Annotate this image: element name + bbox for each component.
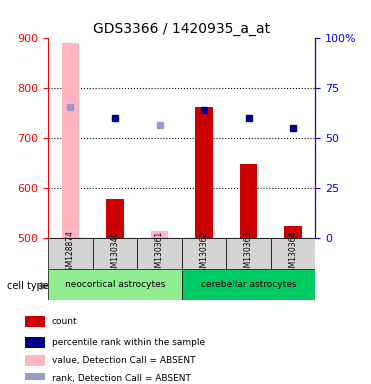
Bar (62, 43, 79, 238)
Bar (151, 231, 168, 238)
Text: GSM130364: GSM130364 (289, 230, 298, 276)
Text: GSM130340: GSM130340 (111, 230, 119, 276)
Bar (106, 199, 124, 238)
Bar (284, 226, 302, 238)
Bar (240, 164, 257, 238)
Text: GSM128874: GSM128874 (66, 230, 75, 276)
Text: cerebellar astrocytes: cerebellar astrocytes (201, 280, 296, 289)
Text: GSM130363: GSM130363 (244, 230, 253, 276)
FancyBboxPatch shape (271, 238, 315, 269)
Text: GSM130361: GSM130361 (155, 230, 164, 276)
Text: value, Detection Call = ABSENT: value, Detection Call = ABSENT (52, 356, 196, 365)
FancyBboxPatch shape (93, 238, 137, 269)
Bar (25, 316, 45, 327)
Text: rank, Detection Call = ABSENT: rank, Detection Call = ABSENT (52, 374, 191, 383)
Text: percentile rank within the sample: percentile rank within the sample (52, 338, 205, 347)
FancyBboxPatch shape (226, 238, 271, 269)
FancyBboxPatch shape (48, 269, 182, 300)
Text: cell type: cell type (7, 281, 49, 291)
FancyBboxPatch shape (182, 269, 315, 300)
Bar (195, 107, 213, 238)
FancyBboxPatch shape (182, 238, 226, 269)
Bar (25, 355, 45, 366)
Bar (25, 373, 45, 384)
Text: GSM130362: GSM130362 (200, 230, 209, 276)
Text: neocortical astrocytes: neocortical astrocytes (65, 280, 165, 289)
Text: count: count (52, 317, 78, 326)
Title: GDS3366 / 1420935_a_at: GDS3366 / 1420935_a_at (93, 22, 270, 36)
FancyBboxPatch shape (48, 238, 93, 269)
FancyBboxPatch shape (137, 238, 182, 269)
Bar (25, 337, 45, 348)
